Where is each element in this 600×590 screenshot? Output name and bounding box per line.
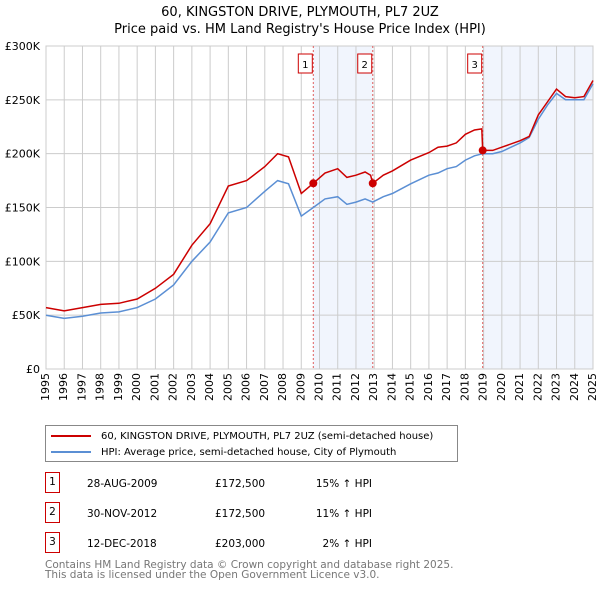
sale-label-box xyxy=(467,53,483,74)
legend-item-property: 60, KINGSTON DRIVE, PLYMOUTH, PL7 2UZ (s… xyxy=(51,429,433,443)
sale-point xyxy=(478,146,487,155)
x-tick-label: 2011 xyxy=(331,373,344,401)
sale-label-box xyxy=(357,53,373,74)
x-tick-label: 2006 xyxy=(240,373,253,401)
sale-hpi: 11% ↑ HPI xyxy=(315,508,372,520)
sale-date: 28-AUG-2009 xyxy=(87,478,158,490)
legend: 60, KINGSTON DRIVE, PLYMOUTH, PL7 2UZ (s… xyxy=(45,425,458,462)
chart-title: 60, KINGSTON DRIVE, PLYMOUTH, PL7 2UZ Pr… xyxy=(0,4,600,38)
x-tick-label: 2017 xyxy=(440,373,453,401)
legend-swatch-red xyxy=(51,435,91,437)
footer-line: This data is licensed under the Open Gov… xyxy=(45,569,380,581)
x-tick-label: 2013 xyxy=(367,373,380,401)
y-tick-label: £0 xyxy=(26,363,40,376)
x-tick-label: 2002 xyxy=(167,373,180,401)
x-tick-label: 1997 xyxy=(75,373,88,401)
sale-point xyxy=(368,179,377,188)
legend-item-hpi: HPI: Average price, semi-detached house,… xyxy=(51,445,396,459)
y-tick-label: £300K xyxy=(5,40,41,53)
y-tick-label: £150K xyxy=(5,202,41,215)
sale-label: 1 xyxy=(302,60,308,71)
x-tick-label: 2001 xyxy=(148,373,161,401)
x-tick-label: 2016 xyxy=(422,373,435,401)
x-tick-label: 1995 xyxy=(39,373,52,401)
x-tick-label: 2000 xyxy=(130,373,143,401)
legend-label: 60, KINGSTON DRIVE, PLYMOUTH, PL7 2UZ (s… xyxy=(101,430,434,442)
sale-marker-box: 2 xyxy=(45,502,60,523)
x-tick-label: 2007 xyxy=(258,373,271,401)
y-tick-label: £200K xyxy=(5,148,41,161)
sale-price: £203,000 xyxy=(215,538,266,550)
footer-line: Contains HM Land Registry data © Crown c… xyxy=(45,559,454,571)
subtitle-line: Price paid vs. HM Land Registry's House … xyxy=(114,22,486,37)
x-tick-label: 2009 xyxy=(294,373,307,401)
sale-price: £172,500 xyxy=(215,478,266,490)
sale-label: 3 xyxy=(472,60,478,71)
sale-date: 12-DEC-2018 xyxy=(87,538,157,550)
y-tick-label: £100K xyxy=(5,255,41,268)
x-tick-label: 2023 xyxy=(550,373,563,401)
sale-hpi: 2% ↑ HPI xyxy=(322,538,372,550)
x-tick-label: 2015 xyxy=(404,373,417,401)
title-line: 60, KINGSTON DRIVE, PLYMOUTH, PL7 2UZ xyxy=(161,5,439,20)
sale-marker-box: 1 xyxy=(45,472,60,493)
x-tick-label: 1999 xyxy=(112,373,125,401)
sale-marker-box: 3 xyxy=(45,532,60,553)
sale-hpi: 15% ↑ HPI xyxy=(315,478,372,490)
series-line xyxy=(45,80,594,312)
x-tick-label: 2022 xyxy=(531,373,544,401)
x-tick-label: 1996 xyxy=(57,373,70,401)
x-tick-label: 2004 xyxy=(203,373,216,401)
x-tick-label: 2018 xyxy=(458,373,471,401)
x-tick-label: 2012 xyxy=(349,373,362,401)
x-tick-label: 2024 xyxy=(568,373,581,401)
plot-area: 1995 1996 1997 1998 1999 2000 2001 2002 2003 2004… xyxy=(5,40,599,401)
x-tick-label: 2003 xyxy=(185,373,198,401)
x-tick-label: 2014 xyxy=(385,373,398,401)
sale-date: 30-NOV-2012 xyxy=(87,508,158,520)
x-tick-label: 2008 xyxy=(276,373,289,401)
x-tick-label: 2005 xyxy=(221,373,234,401)
x-tick-label: 1998 xyxy=(94,373,107,401)
x-tick-label: 2020 xyxy=(495,373,508,401)
x-tick-label: 2025 xyxy=(586,373,599,401)
y-tick-label: £250K xyxy=(5,94,41,107)
sale-label: 2 xyxy=(362,60,368,71)
sale-price: £172,500 xyxy=(215,508,266,520)
sale-label-box xyxy=(297,53,313,74)
y-tick-label: £50K xyxy=(12,309,41,322)
footer-attribution: Contains HM Land Registry data © Crown c… xyxy=(45,559,454,581)
series-line xyxy=(45,83,594,320)
plot-border xyxy=(45,45,594,370)
legend-swatch-blue xyxy=(51,451,91,453)
x-tick-label: 2019 xyxy=(477,373,490,401)
x-tick-label: 2010 xyxy=(313,373,326,401)
sale-point xyxy=(309,179,318,188)
legend-label: HPI: Average price, semi-detached house,… xyxy=(101,446,397,458)
x-tick-label: 2021 xyxy=(513,373,526,401)
